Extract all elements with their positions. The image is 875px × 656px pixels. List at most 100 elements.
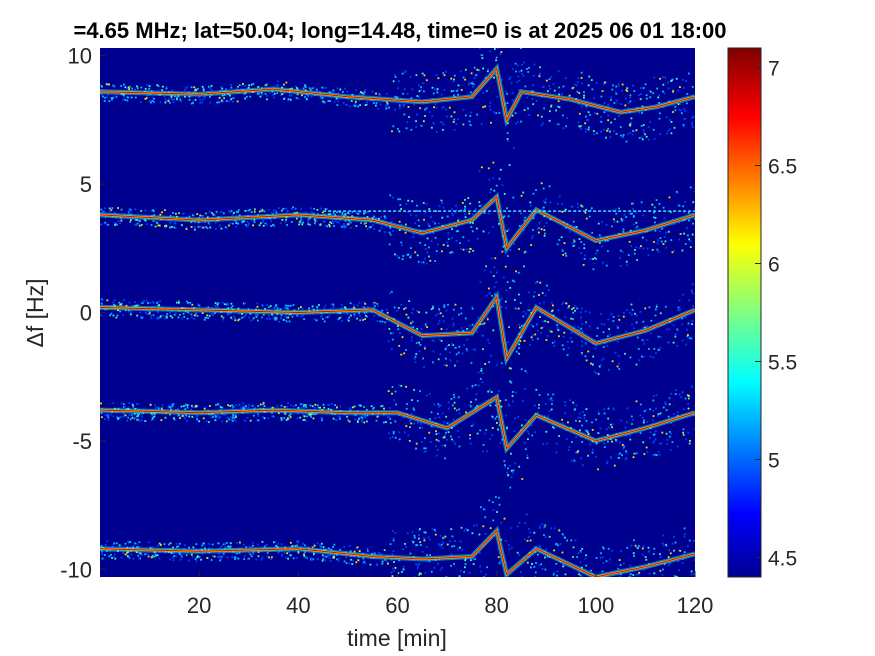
trace-spread-point [208,405,211,407]
trace-spread-point [257,555,260,558]
trace-spread-point [482,576,485,577]
trace-spread-point [621,454,623,457]
trace-spread-point [484,508,487,511]
trace-spread-point [600,130,602,133]
trace-spread-point [300,406,303,409]
trace-spread-point [530,237,533,239]
trace-spread-point [257,413,259,416]
trace-spread-point [277,551,280,554]
trace-spread-point [141,302,144,305]
trace-spread-point [574,451,577,454]
trace-spread-point [356,421,359,424]
trace-spread-point [451,212,454,215]
trace-spread-point [235,225,238,228]
trace-spread-point [363,306,366,309]
trace-spread-point [502,245,505,248]
trace-spread-point [104,207,106,210]
trace-spread-point [597,372,600,375]
trace-spread-point [657,335,660,338]
trace-spread-point [442,106,445,109]
trace-spread-point [544,536,547,539]
trace-spread-point [248,316,251,319]
trace-spread-point [654,453,657,456]
trace-spread-point [498,562,501,565]
trace-spread-point [667,130,670,133]
trace-spread-point [193,228,196,231]
trace-spread-point [385,92,388,95]
trace-spread-point [653,547,656,550]
trace-spread-point [504,300,507,303]
trace-spread-point [116,314,119,317]
trace-spread-point [405,349,407,351]
trace-spread-point [528,113,531,116]
trace-spread-point [409,418,412,421]
trace-spread-point [404,223,407,226]
trace-spread-point [279,316,282,319]
trace-spread-point [681,323,684,326]
trace-spread-point [605,264,608,267]
trace-spread-point [434,445,437,448]
trace-spread-point [123,83,125,86]
trace-spread-point [540,563,543,566]
trace-spread-point [311,87,314,90]
trace-spread-point [169,413,171,416]
trace-spread-point [323,101,326,104]
trace-spread-point [356,420,359,422]
trace-spread-point [552,83,555,86]
trace-spread-point [479,280,482,283]
trace-spread-point [155,221,158,224]
trace-spread-point [443,364,446,366]
trace-spread-point [665,432,668,435]
trace-spread-point [432,307,435,309]
trace-spread-point [666,438,669,441]
trace-spread-point [563,242,566,244]
trace-spread-point [420,327,423,330]
trace-spread-point [150,100,152,103]
trace-spread-point [242,82,244,85]
trace-spread-point [624,330,627,333]
trace-spread-point [445,576,448,577]
trace-spread-point [201,227,203,229]
trace-spread-point [553,89,556,92]
trace-spread-point [375,102,378,104]
trace-spread-point [681,249,684,252]
trace-spread-point [606,460,609,463]
trace-spread-point [322,87,325,89]
trace-spread-point [179,99,182,101]
trace-spread-point [657,250,660,253]
trace-spread-point [284,304,287,307]
trace-spread-point [540,228,543,231]
trace-spread-point [462,329,465,332]
trace-spread-point [622,447,625,450]
trace-spread-point [583,94,585,97]
trace-spread-point [252,414,255,417]
trace-spread-point [299,221,302,224]
trace-spread-point [373,305,376,308]
trace-spread-point [366,315,368,318]
trace-spread-point [597,411,600,414]
trace-spread-point [640,201,643,204]
trace-spread-point [511,395,514,397]
trace-spread-point [637,573,640,576]
trace-spread-point [514,462,516,465]
trace-spread-point [551,400,554,402]
trace-spread-point [387,107,389,110]
trace-spread-point [190,408,192,411]
trace-spread-point [477,69,480,72]
trace-spread-point [303,85,306,88]
trace-spread-point [259,403,262,406]
trace-spread-point [378,93,381,96]
trace-spread-point [443,74,446,77]
trace-spread-point [456,118,459,120]
trace-spread-point [157,311,159,314]
trace-spread-point [472,85,474,88]
trace-spread-point [631,418,634,421]
trace-spread-point [157,316,159,319]
trace-spread-point [165,87,168,90]
trace-spread-point [580,77,583,79]
trace-spread-point [417,537,420,540]
trace-spread-point [564,573,567,576]
trace-spread-point [312,417,315,420]
trace-spread-point [304,415,307,418]
trace-spread-point [477,371,480,374]
